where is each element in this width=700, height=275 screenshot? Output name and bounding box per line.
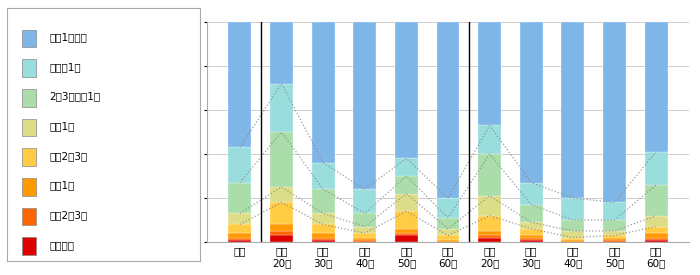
- FancyBboxPatch shape: [22, 178, 36, 196]
- Bar: [437, 218, 459, 229]
- Bar: [228, 147, 251, 183]
- Text: 2～3カ月に1回: 2～3カ月に1回: [49, 92, 101, 102]
- Bar: [645, 240, 668, 242]
- Bar: [437, 235, 459, 240]
- Bar: [603, 22, 626, 202]
- Text: 半年に1回: 半年に1回: [49, 62, 81, 72]
- Bar: [354, 189, 376, 213]
- Bar: [395, 158, 418, 176]
- Bar: [603, 202, 626, 220]
- FancyBboxPatch shape: [22, 148, 36, 166]
- Bar: [312, 163, 335, 189]
- Bar: [354, 233, 376, 238]
- Bar: [395, 194, 418, 211]
- Bar: [437, 22, 459, 198]
- Bar: [645, 22, 668, 152]
- Bar: [478, 238, 501, 242]
- Bar: [354, 227, 376, 233]
- Bar: [270, 202, 293, 224]
- Bar: [270, 187, 293, 202]
- Bar: [645, 216, 668, 227]
- Text: 週に2～3回: 週に2～3回: [49, 210, 88, 220]
- Bar: [478, 216, 501, 231]
- Bar: [478, 154, 501, 196]
- Bar: [520, 222, 542, 229]
- Bar: [520, 240, 542, 242]
- Bar: [437, 240, 459, 242]
- Bar: [312, 22, 335, 163]
- Bar: [228, 213, 251, 224]
- Bar: [395, 22, 418, 158]
- Bar: [437, 229, 459, 235]
- Bar: [645, 185, 668, 216]
- Text: 週に1回: 週に1回: [49, 180, 75, 191]
- Bar: [312, 189, 335, 213]
- Bar: [270, 224, 293, 231]
- FancyBboxPatch shape: [22, 89, 36, 107]
- Bar: [478, 22, 501, 125]
- Bar: [478, 235, 501, 238]
- Bar: [520, 235, 542, 238]
- Bar: [520, 22, 542, 183]
- Bar: [520, 229, 542, 235]
- Bar: [228, 238, 251, 240]
- Bar: [478, 231, 501, 235]
- Bar: [603, 240, 626, 242]
- Bar: [270, 235, 293, 242]
- Bar: [603, 235, 626, 238]
- Bar: [478, 196, 501, 216]
- Bar: [645, 238, 668, 240]
- Bar: [603, 220, 626, 231]
- FancyBboxPatch shape: [22, 237, 36, 255]
- Bar: [228, 240, 251, 242]
- Bar: [270, 231, 293, 235]
- Bar: [645, 227, 668, 233]
- FancyBboxPatch shape: [22, 59, 36, 77]
- Bar: [520, 205, 542, 222]
- Bar: [228, 233, 251, 238]
- Bar: [395, 235, 418, 242]
- Bar: [561, 240, 584, 242]
- Bar: [395, 176, 418, 194]
- Bar: [270, 22, 293, 84]
- Text: 年に1回以下: 年に1回以下: [49, 32, 88, 42]
- Bar: [312, 233, 335, 238]
- Text: 月に2～3回: 月に2～3回: [49, 151, 88, 161]
- Bar: [561, 238, 584, 240]
- Bar: [228, 224, 251, 233]
- Text: 月に1回: 月に1回: [49, 121, 75, 131]
- Bar: [228, 183, 251, 213]
- Bar: [561, 231, 584, 238]
- Bar: [312, 240, 335, 242]
- Bar: [520, 238, 542, 240]
- Bar: [228, 22, 251, 147]
- FancyBboxPatch shape: [22, 30, 36, 48]
- Bar: [395, 229, 418, 233]
- Bar: [395, 211, 418, 229]
- Bar: [645, 152, 668, 185]
- FancyBboxPatch shape: [22, 119, 36, 136]
- Bar: [645, 233, 668, 238]
- Bar: [561, 198, 584, 220]
- Bar: [270, 84, 293, 132]
- Text: ほぼ毎日: ほぼ毎日: [49, 240, 74, 250]
- Bar: [603, 238, 626, 240]
- Bar: [603, 231, 626, 235]
- Bar: [478, 125, 501, 154]
- Bar: [312, 213, 335, 224]
- Bar: [354, 22, 376, 189]
- Bar: [354, 213, 376, 227]
- Bar: [561, 22, 584, 198]
- Bar: [395, 233, 418, 235]
- Bar: [561, 220, 584, 231]
- Bar: [520, 183, 542, 205]
- FancyBboxPatch shape: [22, 208, 36, 225]
- Bar: [312, 238, 335, 240]
- Bar: [437, 198, 459, 218]
- Bar: [354, 240, 376, 242]
- Bar: [354, 238, 376, 240]
- Bar: [270, 132, 293, 187]
- Bar: [312, 224, 335, 233]
